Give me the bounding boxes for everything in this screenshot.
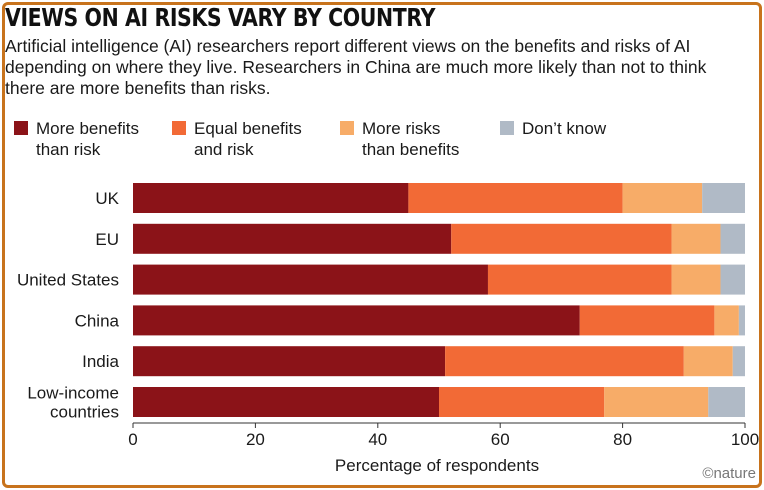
bar-segment: [451, 224, 671, 254]
x-tick-label: 20: [246, 430, 265, 449]
category-label: UK: [95, 189, 119, 208]
bar-segment: [708, 387, 745, 417]
bar-segment: [721, 265, 745, 295]
bar-segment: [672, 265, 721, 295]
bar-segment: [672, 224, 721, 254]
bar-segment: [445, 346, 684, 376]
bar-segment: [133, 265, 488, 295]
bar-segment: [721, 224, 745, 254]
bar-segment: [702, 183, 745, 213]
bar-segment: [133, 387, 439, 417]
bar-segment: [488, 265, 672, 295]
x-axis-title: Percentage of respondents: [335, 456, 539, 475]
bar-segment: [580, 305, 715, 335]
category-label: India: [82, 352, 119, 371]
bar-segment: [133, 305, 580, 335]
category-label: EU: [95, 230, 119, 249]
bar-segment: [439, 387, 604, 417]
x-tick-label: 0: [128, 430, 137, 449]
x-tick-label: 100: [731, 430, 759, 449]
nature-credit: ©nature: [702, 465, 756, 482]
bar-segment: [604, 387, 708, 417]
bar-segment: [408, 183, 622, 213]
stacked-bar-chart: UK EU United States China India Low-income cou…: [0, 0, 764, 490]
category-label: United States: [17, 271, 119, 290]
bar-segment: [733, 346, 745, 376]
bar-segment: [684, 346, 733, 376]
category-label: Low-income countries: [27, 384, 119, 422]
x-tick-label: 80: [613, 430, 632, 449]
bar-segment: [133, 346, 445, 376]
x-tick-label: 60: [491, 430, 510, 449]
bar-segment: [133, 183, 408, 213]
category-label: China: [75, 311, 120, 330]
bar-segment: [714, 305, 738, 335]
bar-segment: [739, 305, 745, 335]
bar-segment: [133, 224, 451, 254]
bar-segment: [623, 183, 703, 213]
x-tick-label: 40: [368, 430, 387, 449]
